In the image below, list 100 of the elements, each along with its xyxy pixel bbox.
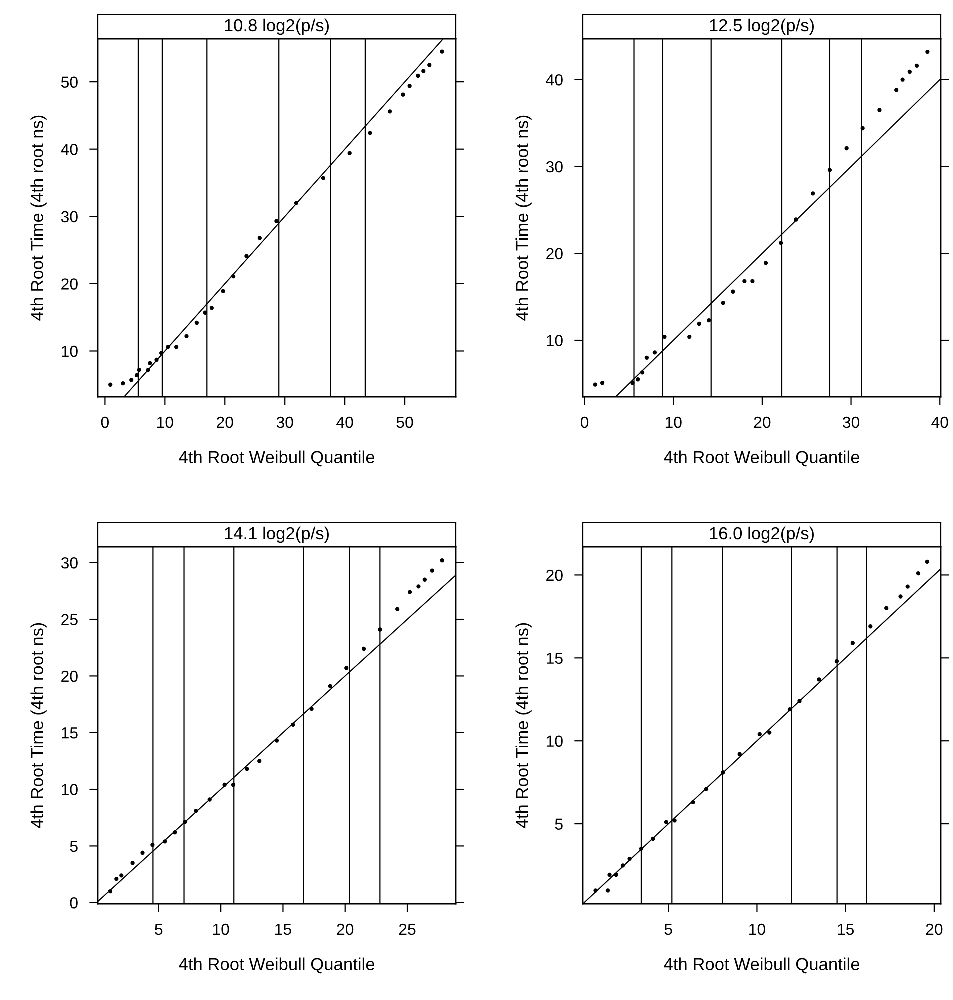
x-tick-label: 40 xyxy=(932,416,948,428)
point xyxy=(422,69,426,74)
x-tick-label: 20 xyxy=(926,924,943,936)
point xyxy=(768,730,772,735)
point xyxy=(294,201,299,206)
y-tick-label: 10 xyxy=(547,335,563,346)
point xyxy=(231,274,236,279)
point xyxy=(245,767,250,772)
point xyxy=(194,320,200,326)
point xyxy=(664,820,669,824)
y-tick-label: 15 xyxy=(547,652,563,664)
point xyxy=(691,800,696,805)
point xyxy=(130,378,134,382)
x-axis-title: 4th Root Weibull Quantile xyxy=(179,450,375,467)
y-tick-label: 30 xyxy=(61,558,78,569)
point xyxy=(154,358,159,362)
point xyxy=(416,584,421,589)
point xyxy=(440,50,444,54)
point xyxy=(628,856,632,862)
y-tick-label: 40 xyxy=(546,74,563,86)
point xyxy=(916,571,921,576)
point xyxy=(738,752,742,756)
point xyxy=(210,306,214,310)
x-tick-label: 15 xyxy=(838,924,854,936)
point xyxy=(878,108,882,112)
point xyxy=(146,368,150,372)
point xyxy=(344,666,349,670)
point xyxy=(114,876,119,882)
point xyxy=(378,628,382,632)
point xyxy=(174,345,179,350)
chart-title: 12.5 log2(p/s) xyxy=(710,18,814,36)
point xyxy=(310,706,314,712)
point xyxy=(328,684,333,688)
point xyxy=(140,850,145,856)
point xyxy=(908,70,912,74)
point xyxy=(640,370,645,375)
point xyxy=(906,584,910,589)
point xyxy=(258,759,262,764)
point xyxy=(721,770,726,775)
point xyxy=(208,798,212,802)
x-tick-label: 30 xyxy=(843,416,860,428)
point xyxy=(925,560,930,564)
x-tick-label: 10 xyxy=(666,416,682,428)
point xyxy=(817,678,822,682)
point xyxy=(291,722,296,728)
point xyxy=(884,606,889,610)
point xyxy=(600,381,605,386)
x-tick-label: 30 xyxy=(276,416,294,428)
point xyxy=(148,361,152,366)
y-tick-label: 40 xyxy=(61,144,78,156)
point xyxy=(362,646,366,652)
y-tick-label: 50 xyxy=(61,76,78,88)
x-tick-label: 20 xyxy=(217,416,234,428)
point xyxy=(408,590,412,594)
y-tick-label: 20 xyxy=(62,278,78,290)
x-tick-label: 50 xyxy=(396,416,414,428)
point xyxy=(644,356,650,360)
y-axis-title: 4th Root Time (4th root ns) xyxy=(30,116,47,321)
y-axis-title: 4th Root Time (4th root ns) xyxy=(30,623,47,828)
point xyxy=(608,872,612,878)
point xyxy=(137,368,142,372)
y-tick-label: 20 xyxy=(546,248,563,260)
point xyxy=(707,318,712,323)
point xyxy=(401,92,406,97)
x-axis-title: 4th Root Weibull Quantile xyxy=(664,450,860,467)
point xyxy=(258,236,262,240)
point xyxy=(697,322,702,326)
point xyxy=(834,659,840,664)
y-tick-label: 5 xyxy=(555,818,563,830)
x-tick-label: 0 xyxy=(580,416,589,428)
point xyxy=(120,874,124,878)
y-tick-label: 0 xyxy=(70,898,78,909)
y-tick-label: 20 xyxy=(546,570,563,582)
point xyxy=(395,607,400,612)
point xyxy=(914,64,920,68)
chart-title: 14.1 log2(p/s) xyxy=(225,526,330,544)
y-tick-label: 15 xyxy=(62,728,78,739)
point xyxy=(150,842,155,848)
point xyxy=(108,889,113,894)
point xyxy=(134,373,140,378)
x-tick-label: 10 xyxy=(213,924,230,936)
point xyxy=(416,74,420,78)
point xyxy=(636,378,640,382)
x-tick-label: 20 xyxy=(754,416,771,428)
point xyxy=(184,334,189,339)
point xyxy=(348,151,352,156)
point xyxy=(121,381,126,386)
point xyxy=(422,578,428,582)
point xyxy=(779,241,784,246)
point xyxy=(203,310,208,315)
point xyxy=(594,888,598,893)
point xyxy=(688,334,692,340)
point xyxy=(430,568,434,573)
point xyxy=(794,218,798,222)
y-axis-title: 4th Root Time (4th root ns) xyxy=(516,623,532,828)
x-tick-label: 10 xyxy=(158,416,174,428)
point xyxy=(894,88,899,92)
point xyxy=(163,840,168,844)
point xyxy=(844,146,849,151)
y-tick-label: 10 xyxy=(62,784,78,796)
